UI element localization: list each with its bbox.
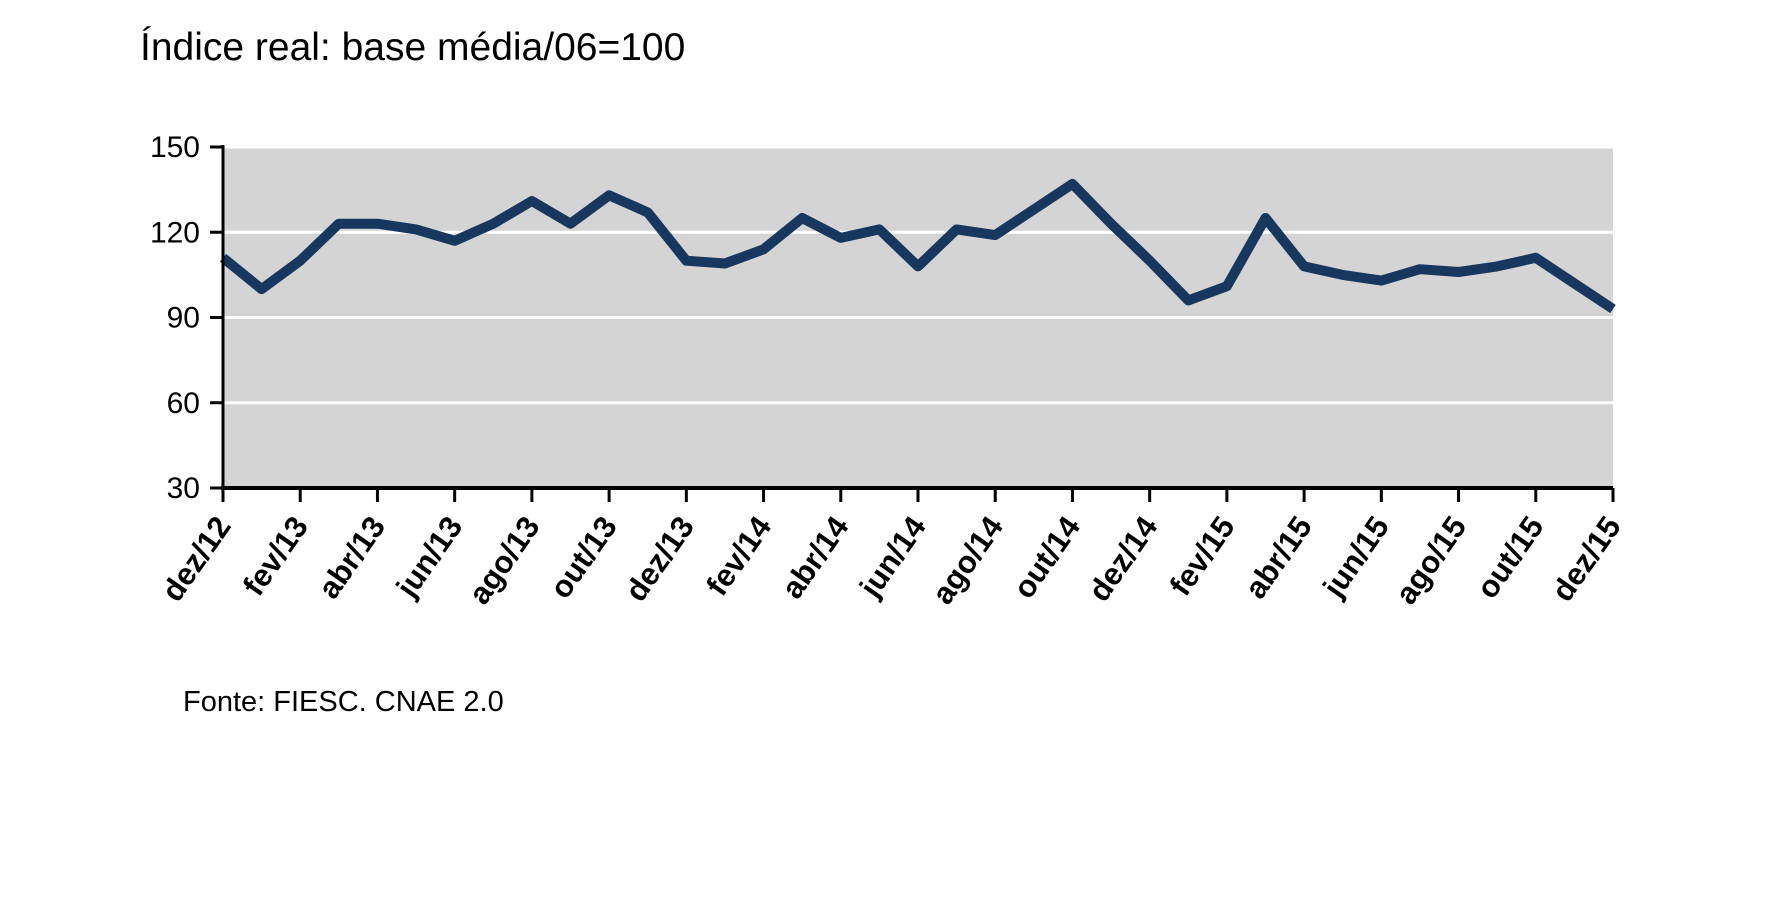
y-tick-label: 120	[150, 216, 200, 249]
source-note: Fonte: FIESC. CNAE 2.0	[183, 686, 504, 718]
x-tick-label: abr/13	[311, 510, 392, 605]
y-tick-label: 150	[150, 131, 200, 164]
line-chart-canvas: 306090120150dez/12fev/13abr/13jun/13ago/…	[150, 131, 1628, 611]
x-tick-label: dez/14	[1081, 509, 1164, 607]
x-tick-label: jun/14	[852, 509, 933, 604]
x-tick-label: fev/14	[699, 509, 779, 602]
x-tick-label: jun/15	[1315, 510, 1396, 604]
x-tick-label: ago/14	[925, 509, 1010, 610]
x-tick-label: dez/12	[155, 510, 238, 608]
x-tick-label: jun/13	[389, 510, 470, 604]
x-tick-label: ago/13	[462, 510, 547, 611]
x-tick-label: abr/15	[1238, 510, 1319, 605]
data-line-indice-real	[219, 178, 1616, 314]
x-tick-label: abr/14	[774, 509, 855, 605]
x-tick-label: dez/13	[618, 510, 701, 608]
x-tick-label: fev/13	[236, 510, 315, 602]
y-tick-label: 60	[167, 387, 200, 420]
x-tick-label: out/13	[543, 510, 624, 605]
chart-title: Índice real: base média/06=100	[140, 26, 686, 69]
x-tick-label: dez/15	[1545, 510, 1628, 608]
y-tick-label: 30	[167, 472, 200, 505]
x-tick-label: out/15	[1469, 510, 1550, 605]
y-tick-label: 90	[167, 302, 200, 335]
x-tick-label: ago/15	[1388, 510, 1473, 611]
x-tick-label: fev/15	[1163, 510, 1242, 602]
x-tick-label: out/14	[1006, 509, 1087, 604]
